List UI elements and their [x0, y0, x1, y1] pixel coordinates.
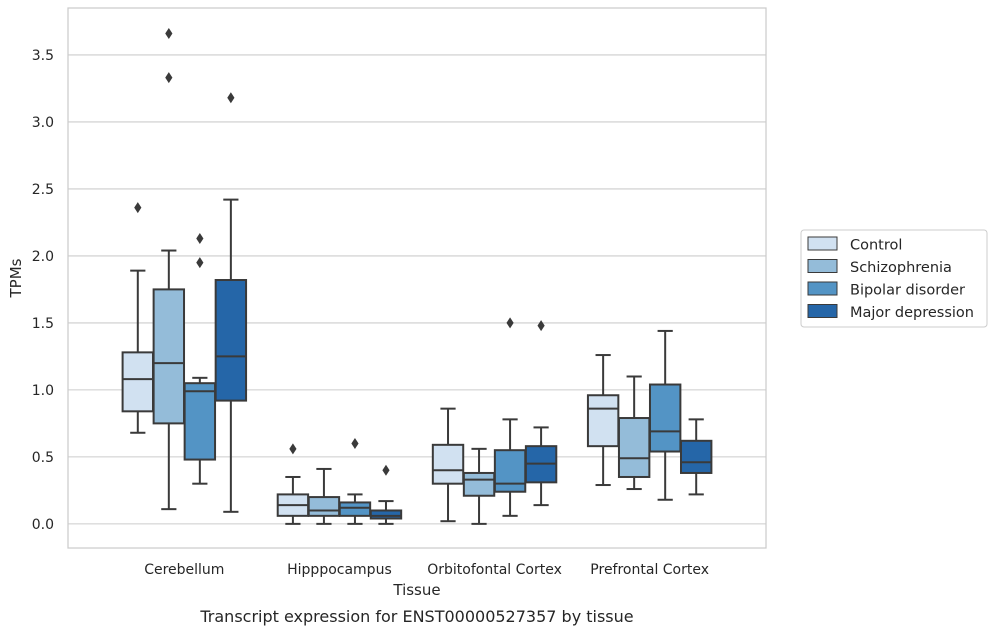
- box-3-3: [679, 418, 713, 496]
- box-2-2: [493, 317, 527, 517]
- legend-label: Major depression: [850, 305, 974, 321]
- chart-caption: Transcript expression for ENST0000052735…: [199, 607, 633, 626]
- box-body: [493, 449, 527, 493]
- y-tick-label: 0.0: [32, 517, 54, 533]
- y-tick-label: 3.0: [32, 115, 54, 131]
- plot-area-frame: [67, 7, 767, 549]
- box-body: [214, 279, 248, 402]
- y-tick-label: 3.5: [32, 48, 54, 64]
- outlier-point: [196, 257, 204, 269]
- box-0-1: [152, 27, 186, 511]
- x-tick-label: Prefrontal Cortex: [590, 562, 709, 578]
- box-2-1: [462, 447, 496, 525]
- x-tick-label: Hipppocampus: [287, 562, 392, 578]
- outlier-point: [289, 443, 297, 455]
- box-0-3: [214, 92, 248, 513]
- box-3-0: [586, 354, 620, 487]
- box-1-3: [369, 464, 403, 525]
- box-2-3: [524, 320, 558, 507]
- x-tick-label: Cerebellum: [144, 562, 224, 578]
- legend: Control Schizophrenia Bipolar disorder Majo…: [800, 229, 988, 328]
- y-axis-label: TPMs: [7, 258, 25, 298]
- outlier-point: [382, 464, 390, 476]
- box-3-1: [617, 375, 651, 491]
- box-1-1: [307, 467, 341, 525]
- box-body: [617, 417, 651, 478]
- legend-label: Schizophrenia: [850, 260, 952, 276]
- box-0-2: [183, 232, 217, 485]
- box-body: [338, 501, 372, 517]
- x-tick-label: Orbitofontal Cortex: [427, 562, 562, 578]
- box-body: [431, 443, 465, 485]
- box-body: [679, 439, 713, 474]
- box-body: [183, 382, 217, 461]
- box-body: [369, 509, 403, 520]
- y-axis-ticks: 0.0 0.5 1.0 1.5 2.0 2.5 3.0 3.5: [32, 48, 54, 533]
- outlier-point: [165, 72, 173, 84]
- legend-label: Bipolar disorder: [850, 283, 965, 299]
- legend-swatch: [807, 259, 838, 273]
- box-plot-marks: [121, 27, 713, 525]
- box-2-0: [431, 407, 465, 523]
- y-tick-label: 0.5: [32, 450, 54, 466]
- legend-label: Control: [850, 238, 902, 254]
- outlier-point: [506, 317, 514, 329]
- box-1-0: [276, 443, 310, 525]
- outlier-point: [165, 27, 173, 39]
- y-tick-label: 1.5: [32, 316, 54, 332]
- legend-frame: [800, 229, 988, 328]
- outlier-point: [227, 92, 235, 104]
- box-3-2: [648, 329, 682, 501]
- box-body: [307, 496, 341, 517]
- box-body: [152, 288, 186, 425]
- box-1-2: [338, 437, 372, 525]
- box-body: [586, 394, 620, 448]
- outlier-point: [537, 320, 545, 332]
- box-body: [121, 351, 155, 413]
- legend-swatch: [807, 281, 838, 296]
- x-axis-label: Tissue: [392, 581, 440, 599]
- box-0-0: [121, 202, 155, 434]
- box-body: [648, 383, 682, 453]
- x-axis-ticks: Cerebellum Hipppocampus Orbitofontal Corte…: [144, 562, 709, 578]
- legend-swatch: [807, 236, 838, 251]
- outlier-point: [196, 232, 204, 244]
- legend-swatch: [807, 304, 838, 318]
- y-tick-label: 2.0: [32, 249, 54, 265]
- y-tick-label: 1.0: [32, 383, 54, 399]
- y-tick-label: 2.5: [32, 182, 54, 198]
- outlier-point: [134, 202, 142, 214]
- outlier-point: [351, 437, 359, 449]
- box-body: [462, 471, 496, 497]
